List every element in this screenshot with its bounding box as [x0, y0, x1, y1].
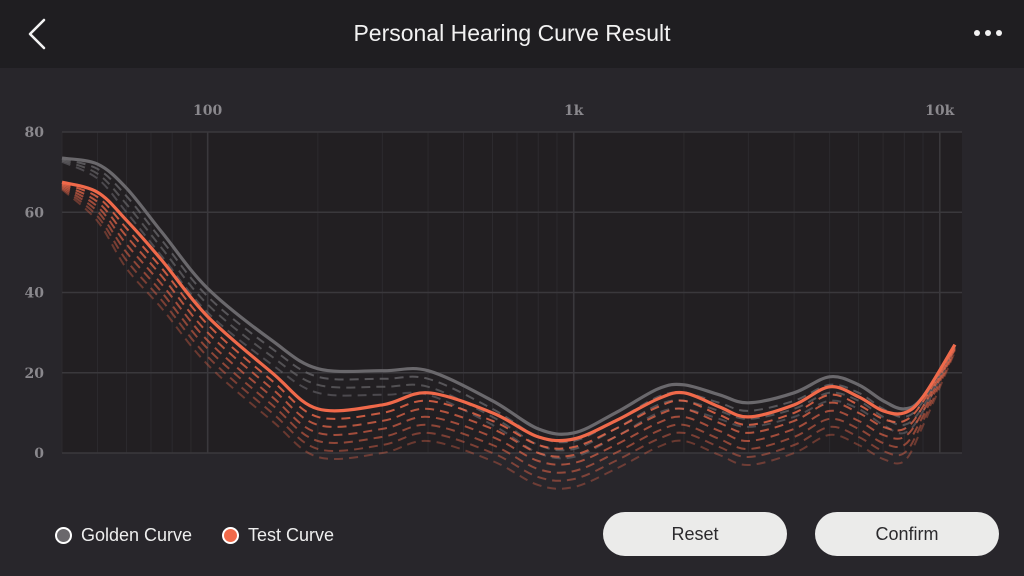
more-button[interactable]	[970, 18, 1006, 48]
test-curve-line	[61, 180, 957, 443]
intermediate-curve	[61, 186, 956, 474]
legend-golden: Golden Curve	[55, 523, 192, 547]
legend-test: Test Curve	[222, 523, 334, 547]
x-tick-label: 1k	[564, 103, 584, 119]
intermediate-curve	[61, 183, 956, 458]
intermediate-curve	[61, 159, 956, 452]
test-dot-icon	[222, 526, 239, 544]
y-tick-label: 20	[25, 366, 45, 382]
intermediate-curve	[61, 158, 956, 444]
intermediate-curve	[61, 182, 956, 450]
header-bar: Personal Hearing Curve Result	[0, 0, 1024, 68]
intermediate-curve	[61, 160, 956, 460]
intermediate-curve	[61, 188, 956, 490]
back-button[interactable]	[18, 14, 58, 54]
legend-test-label: Test Curve	[248, 524, 335, 545]
reset-button[interactable]: Reset	[603, 512, 787, 556]
x-tick-label: 100	[193, 103, 222, 119]
golden-curve-line	[61, 156, 957, 436]
y-tick-label: 60	[25, 205, 45, 221]
intermediate-curve	[61, 187, 956, 482]
golden-dot-icon	[55, 526, 72, 544]
hearing-curve-chart: 0 20 40 60 80 100 1k 10k	[25, 103, 962, 490]
chevron-left-icon	[28, 18, 46, 50]
more-horizontal-icon	[974, 30, 1002, 36]
x-tick-label: 10k	[925, 103, 954, 119]
intermediate-curve	[61, 184, 956, 466]
legend-golden-label: Golden Curve	[81, 524, 193, 545]
confirm-button[interactable]: Confirm	[815, 512, 999, 556]
page-title: Personal Hearing Curve Result	[353, 20, 671, 46]
y-tick-label: 80	[25, 125, 45, 141]
y-tick-label: 0	[34, 446, 44, 462]
y-tick-label: 40	[25, 286, 45, 302]
